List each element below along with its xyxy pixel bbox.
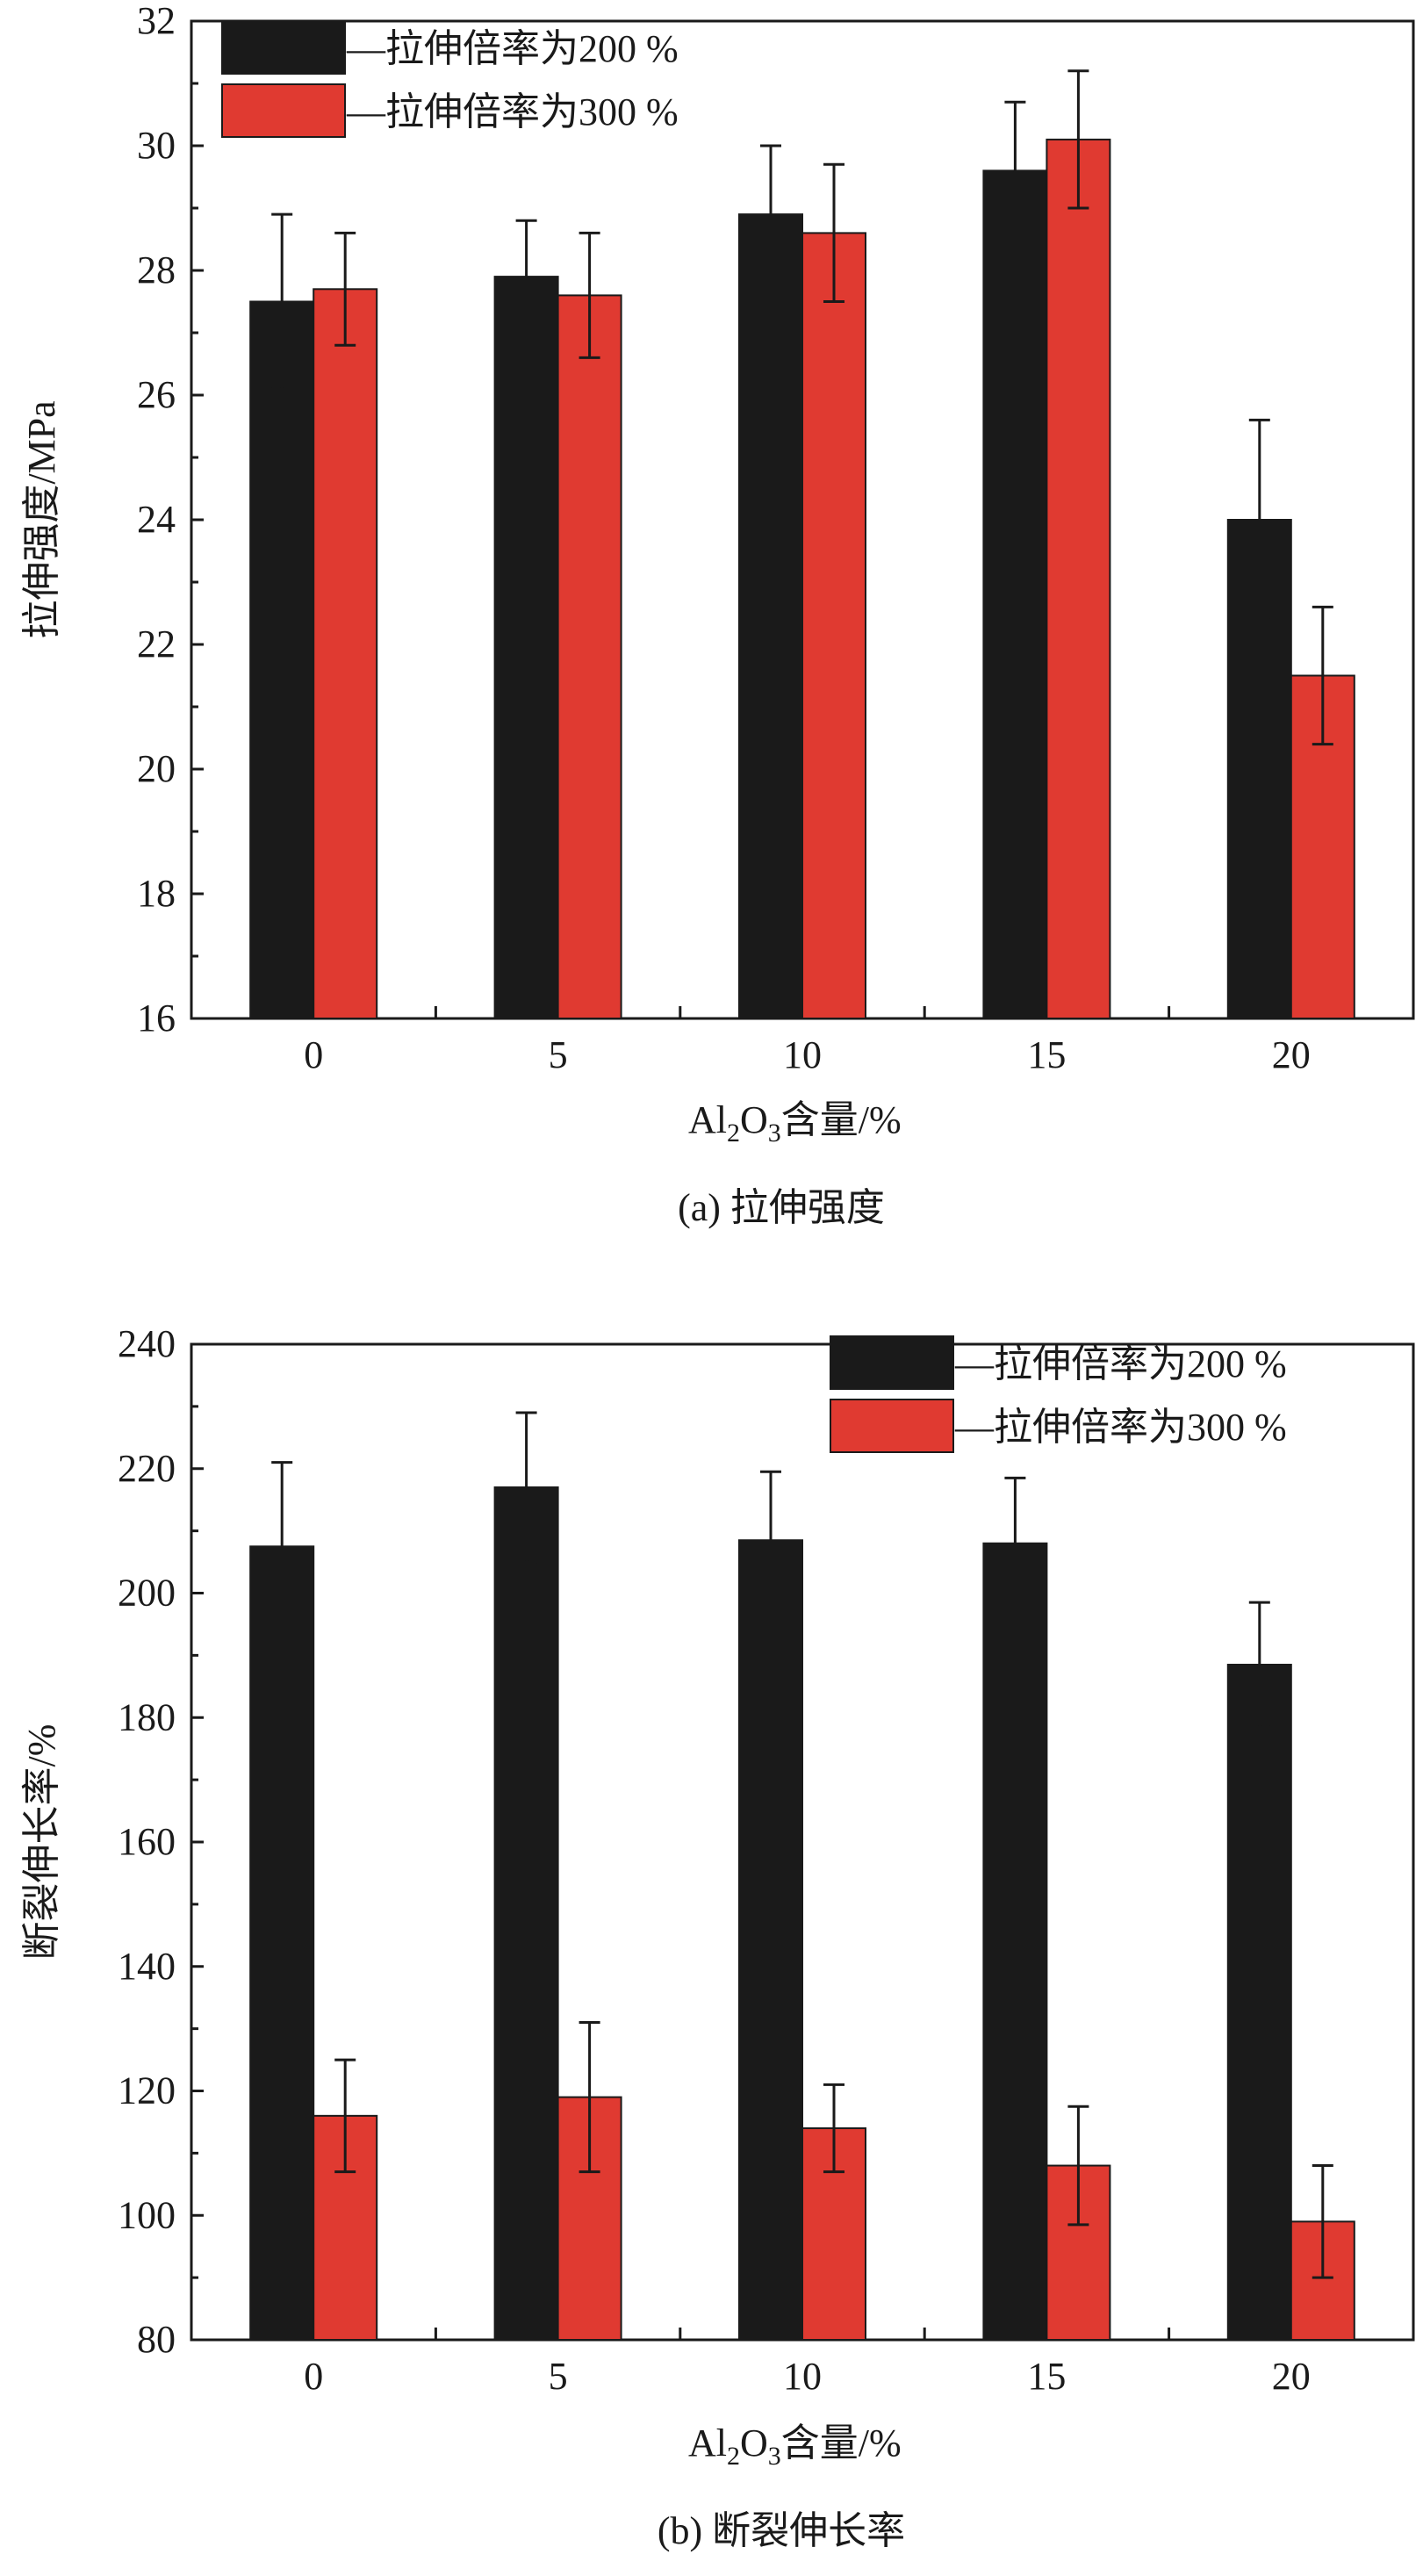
x-tick-label: 0 — [304, 2355, 323, 2398]
y-tick-label: 220 — [118, 1447, 176, 1490]
x-tick-label: 5 — [549, 2355, 568, 2398]
y-tick-label: 160 — [118, 1820, 176, 1863]
bar-200-15 — [982, 1542, 1048, 2342]
legend-label: —拉伸倍率为200 % — [346, 27, 679, 70]
y-tick-label: 100 — [118, 2193, 176, 2236]
y-tick-label: 28 — [137, 248, 176, 291]
bar-200-15 — [982, 169, 1048, 1019]
panel-caption: (b) 断裂伸长率 — [658, 2509, 905, 2552]
legend: —拉伸倍率为200 % —拉伸倍率为300 % — [830, 1335, 1287, 1453]
x-tick-label: 20 — [1272, 2355, 1311, 2398]
y-tick-label: 16 — [137, 997, 176, 1040]
x-tick-label: 15 — [1027, 2355, 1066, 2398]
y-tick-label: 32 — [137, 0, 176, 42]
bar-200-0 — [249, 1545, 315, 2341]
bar-200-5 — [493, 276, 559, 1020]
x-tick-label: 10 — [783, 1033, 822, 1076]
y-axis-label: 断裂伸长率/% — [20, 1724, 63, 1961]
bar-300-10 — [801, 232, 866, 1019]
bar-200-10 — [738, 213, 803, 1020]
y-tick-label: 120 — [118, 2069, 176, 2112]
panel-caption: (a) 拉伸强度 — [678, 1186, 885, 1229]
y-tick-label: 20 — [137, 747, 176, 790]
y-tick-label: 18 — [137, 872, 176, 915]
chart-panel-b: 80 100 120 140 160 180 200 220 240 0 5 10 15 20 —拉伸倍率为… — [20, 1322, 1415, 2552]
y-axis-label: 拉伸强度/MPa — [20, 400, 63, 638]
legend-swatch — [221, 20, 346, 75]
x-tick-label: 0 — [304, 1033, 323, 1076]
y-tick-label: 140 — [118, 1945, 176, 1988]
bar-200-5 — [493, 1486, 559, 2341]
legend: —拉伸倍率为200 % —拉伸倍率为300 % — [221, 20, 679, 138]
legend-label: —拉伸倍率为300 % — [346, 90, 679, 133]
bar-200-0 — [249, 300, 315, 1019]
bar-200-10 — [738, 1539, 803, 2341]
x-tick-label: 10 — [783, 2355, 822, 2398]
bar-300-5 — [557, 294, 622, 1019]
y-tick-label: 180 — [118, 1695, 176, 1738]
y-tick-label: 22 — [137, 622, 176, 666]
legend-label: —拉伸倍率为200 % — [954, 1342, 1287, 1385]
x-tick-label: 5 — [549, 1033, 568, 1076]
bar-300-0 — [313, 288, 378, 1019]
x-tick-label: 15 — [1027, 1033, 1066, 1076]
x-tick-label: 20 — [1272, 1033, 1311, 1076]
legend-label: —拉伸倍率为300 % — [954, 1406, 1287, 1449]
x-axis-label: Al2O3含量/% — [688, 1098, 902, 1148]
x-axis-label: Al2O3含量/% — [688, 2421, 902, 2471]
y-tick-label: 30 — [137, 124, 176, 167]
y-tick-label: 26 — [137, 373, 176, 416]
legend-swatch — [830, 1335, 954, 1390]
bar-200-20 — [1226, 1664, 1292, 2341]
legend-swatch — [830, 1399, 954, 1453]
y-tick-label: 240 — [118, 1322, 176, 1365]
y-tick-label: 200 — [118, 1572, 176, 1615]
y-tick-label: 24 — [137, 498, 176, 541]
bar-300-15 — [1046, 138, 1111, 1019]
legend-swatch — [221, 83, 346, 138]
y-tick-label: 80 — [137, 2318, 176, 2361]
